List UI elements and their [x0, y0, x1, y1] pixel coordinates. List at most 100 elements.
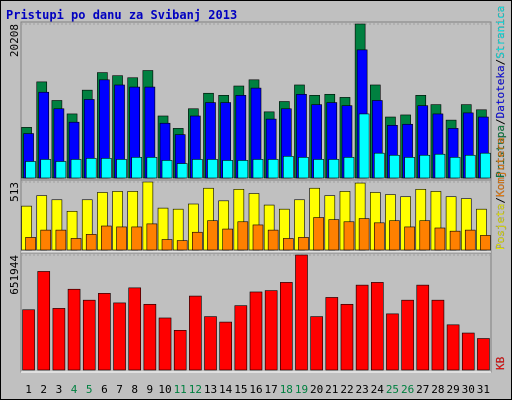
bar — [222, 160, 233, 179]
x-tick-label: 26 — [401, 383, 414, 396]
legend-entry: Stranica — [494, 6, 507, 59]
bar — [85, 158, 97, 179]
x-tick-label: 19 — [295, 383, 308, 396]
bar — [355, 284, 369, 371]
chart-title: Pristupi po danu za Svibanj 2013 — [6, 8, 237, 22]
bar — [343, 221, 355, 251]
bar — [389, 154, 400, 179]
bar — [131, 157, 143, 179]
x-tick-label: 22 — [340, 383, 353, 396]
y-tick-label: 513 — [8, 182, 21, 202]
bar — [283, 155, 294, 179]
x-tick-label: 25 — [386, 383, 399, 396]
bar — [67, 288, 81, 371]
bar — [373, 222, 385, 251]
bar — [131, 226, 143, 251]
x-tick-label: 12 — [189, 383, 202, 396]
bar — [404, 226, 415, 251]
legend: Pristupa/Datoteka/Stranica — [494, 6, 507, 178]
bar — [176, 163, 188, 179]
bar — [295, 254, 308, 371]
bar — [461, 332, 475, 371]
legend-entry: KB — [494, 356, 507, 370]
x-tick-label: 5 — [86, 383, 93, 396]
bar — [328, 219, 340, 251]
x-tick-label: 7 — [116, 383, 123, 396]
bar — [55, 229, 67, 251]
bar — [146, 157, 158, 179]
bar — [480, 235, 491, 251]
x-tick-label: 21 — [325, 383, 338, 396]
bar — [419, 154, 431, 179]
bar — [252, 224, 264, 251]
bar — [161, 160, 173, 179]
legend-entry: Komjutera — [494, 137, 507, 197]
bar — [389, 220, 400, 251]
bar — [40, 229, 52, 251]
bar — [358, 218, 370, 251]
bar — [358, 113, 370, 179]
bar — [464, 154, 476, 179]
bar — [101, 225, 112, 251]
bar — [40, 159, 52, 179]
bar — [298, 157, 309, 179]
x-tick-label: 29 — [446, 383, 459, 396]
x-tick-label: 13 — [204, 383, 217, 396]
bar — [98, 293, 111, 371]
bar — [313, 159, 324, 179]
bar — [464, 229, 476, 251]
bar — [237, 221, 249, 251]
bar — [373, 152, 385, 179]
x-tick-label: 11 — [174, 383, 187, 396]
legend-separator: / — [494, 197, 507, 204]
bar — [480, 152, 491, 179]
bar — [431, 299, 445, 371]
x-tick-label: 27 — [416, 383, 429, 396]
legend-separator: / — [494, 59, 507, 66]
bar — [37, 271, 51, 371]
bar — [143, 303, 157, 371]
bar — [477, 338, 490, 371]
bar — [55, 161, 67, 179]
bar — [386, 313, 399, 371]
bar — [204, 316, 217, 371]
x-tick-label: 4 — [71, 383, 78, 396]
x-tick-label: 6 — [101, 383, 108, 396]
x-tick-label: 18 — [280, 383, 293, 396]
x-tick-label: 2 — [40, 383, 47, 396]
bar — [310, 316, 323, 371]
bar — [267, 159, 279, 179]
bar — [192, 231, 203, 251]
bar — [222, 228, 233, 251]
bar — [249, 291, 263, 371]
bar — [207, 159, 218, 179]
bar — [434, 153, 446, 179]
legend: Posjeta/Komjutera — [494, 137, 507, 250]
bar — [313, 217, 324, 251]
legend-entry: Pristupa — [494, 125, 507, 178]
bar — [22, 309, 35, 371]
legend-separator: / — [494, 118, 507, 125]
bar — [340, 303, 354, 371]
bar — [416, 284, 430, 371]
x-tick-label: 16 — [249, 383, 262, 396]
bar — [113, 302, 126, 371]
bar — [70, 159, 82, 179]
bar — [449, 157, 461, 179]
bar — [176, 240, 188, 251]
bar — [161, 239, 173, 251]
bar — [343, 157, 355, 179]
bar — [101, 158, 112, 179]
x-tick-label: 15 — [234, 383, 247, 396]
bar — [219, 321, 232, 371]
bar — [70, 238, 82, 251]
x-tick-label: 23 — [356, 383, 369, 396]
x-tick-label: 8 — [131, 383, 138, 396]
x-tick-label: 1 — [25, 383, 32, 396]
bar — [449, 230, 461, 251]
x-tick-label: 28 — [431, 383, 444, 396]
bar — [237, 160, 249, 179]
bar — [25, 237, 36, 251]
x-tick-label: 24 — [371, 383, 385, 396]
